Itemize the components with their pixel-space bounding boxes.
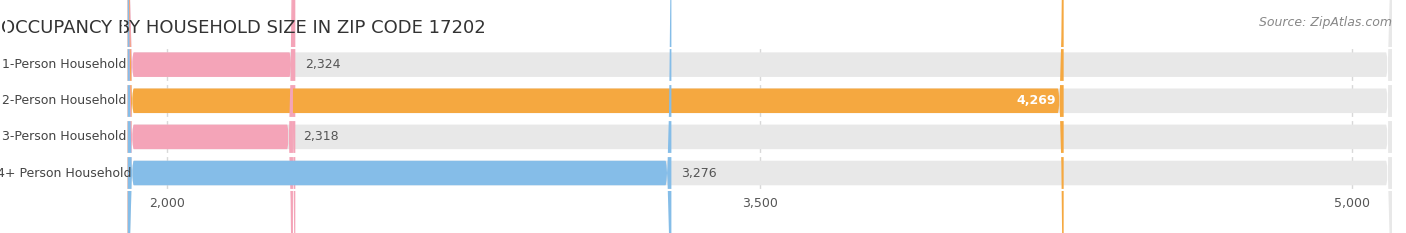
Text: 3,276: 3,276 [682,167,717,179]
FancyBboxPatch shape [6,0,124,233]
FancyBboxPatch shape [128,0,672,233]
FancyBboxPatch shape [6,0,124,233]
FancyBboxPatch shape [128,0,1392,233]
Text: Source: ZipAtlas.com: Source: ZipAtlas.com [1258,16,1392,29]
Text: 2-Person Household: 2-Person Household [3,94,127,107]
Text: 2,318: 2,318 [302,130,339,143]
FancyBboxPatch shape [128,0,1392,233]
Text: 4+ Person Household: 4+ Person Household [0,167,132,179]
FancyBboxPatch shape [6,0,124,233]
FancyBboxPatch shape [128,0,1064,233]
Text: 4,269: 4,269 [1017,94,1056,107]
FancyBboxPatch shape [128,0,1392,233]
Text: 2,324: 2,324 [305,58,340,71]
FancyBboxPatch shape [128,0,295,233]
FancyBboxPatch shape [6,0,124,233]
Text: OCCUPANCY BY HOUSEHOLD SIZE IN ZIP CODE 17202: OCCUPANCY BY HOUSEHOLD SIZE IN ZIP CODE … [1,19,486,37]
FancyBboxPatch shape [128,0,292,233]
Text: 3-Person Household: 3-Person Household [3,130,127,143]
Text: 1-Person Household: 1-Person Household [3,58,127,71]
FancyBboxPatch shape [128,0,1392,233]
